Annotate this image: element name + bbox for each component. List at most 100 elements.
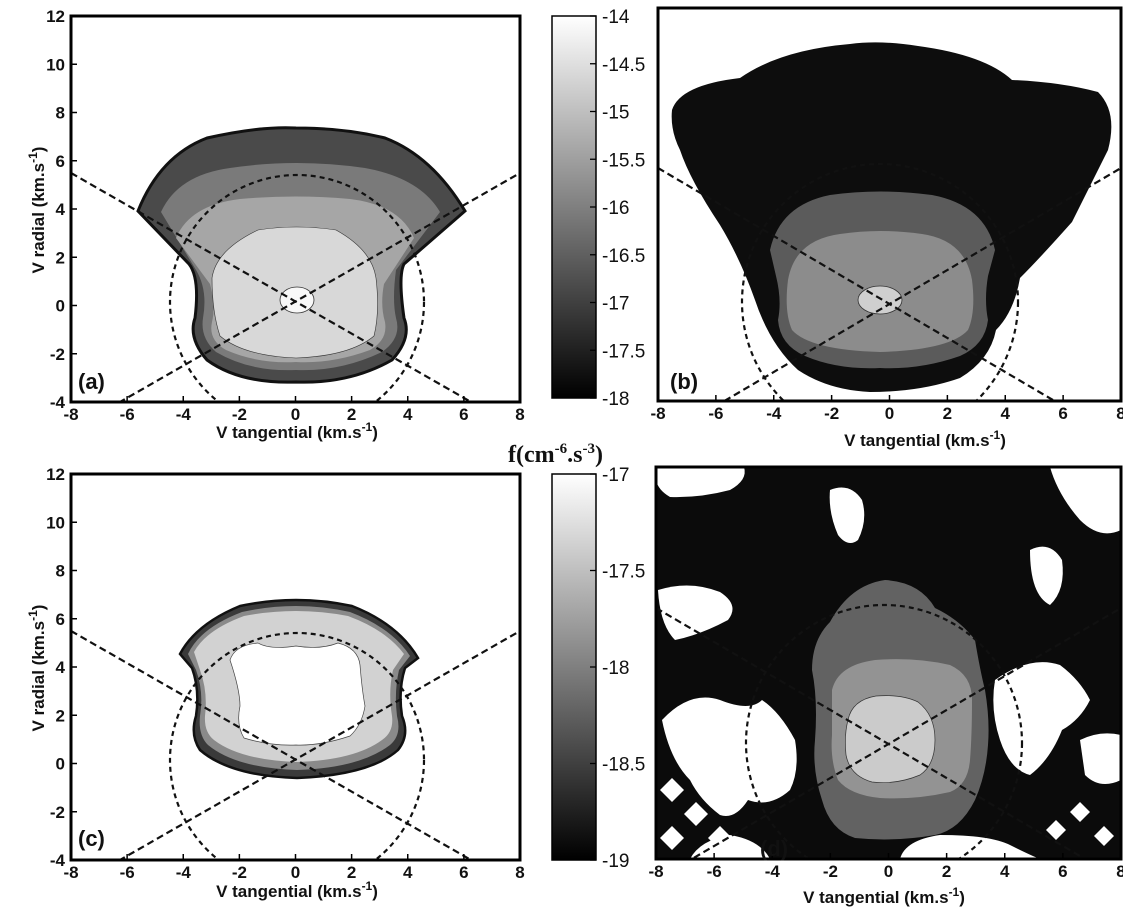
colorbar-tick-labels: -14 -14.5 -15 -15.5 -16 -16.5 -17 -17.5 -18 [590, 7, 645, 410]
colorbar-tick-label: -16.5 [602, 246, 645, 267]
panel-a: -8 -6 -4 -2 0 2 4 6 8 -4 -2 0 2 4 6 8 10 12 V tangential… [26, 7, 525, 442]
x-tick-label: 4 [1001, 404, 1011, 423]
x-tick-label: 6 [459, 863, 468, 882]
gap-region [829, 487, 865, 544]
panel-c: -8 -6 -4 -2 0 2 4 6 8 -4 -2 0 2 4 6 8 10 12 V tangential… [26, 465, 525, 901]
y-tick-label: 12 [46, 7, 65, 26]
x-axis-label: V tangential (km.s-1) [803, 885, 965, 907]
x-tick-label: 2 [347, 405, 356, 424]
colorbar-tick-label: -17 [602, 294, 629, 315]
x-tick-label: 6 [459, 405, 468, 424]
y-tick-label: 12 [46, 465, 65, 484]
x-tick-label: 6 [1058, 404, 1067, 423]
colorbar-tick-labels: -17 -17.5 -18 -18.5 -19 [590, 465, 645, 872]
x-tick-label: -6 [707, 862, 722, 881]
colorbar-tick-label: -14.5 [602, 55, 645, 76]
x-tick-labels: -8 -6 -4 -2 0 2 4 6 8 [63, 854, 525, 882]
dashed-circle [168, 631, 426, 860]
x-tick-labels: -8 -6 -4 -2 0 2 4 6 8 [63, 396, 525, 424]
colorbar-tick-label: -18.5 [602, 755, 645, 776]
gap-region [690, 835, 770, 859]
contour-level-peak [279, 286, 315, 314]
y-tick-label: 4 [56, 658, 66, 677]
gap-region [1050, 467, 1121, 534]
y-tick-label: -2 [50, 345, 65, 364]
x-tick-label: -2 [824, 404, 839, 423]
colorbar-tick-label: -19 [602, 851, 629, 872]
y-tick-label: -4 [50, 851, 66, 870]
y-axis-label: V radial (km.s-1) [26, 605, 48, 732]
x-tick-label: 0 [291, 405, 300, 424]
x-tick-labels: -8 -6 -4 -2 0 2 4 6 8 [650, 395, 1123, 423]
panel-label: (a) [78, 369, 105, 394]
x-axis-label: V tangential (km.s-1) [216, 420, 378, 442]
dashed-line-2 [722, 167, 1121, 401]
x-tick-label: 2 [942, 862, 951, 881]
dashed-line-2 [117, 172, 520, 402]
colorbar-top: -14 -14.5 -15 -15.5 -16 -16.5 -17 -17.5 -18 [551, 7, 645, 410]
gap-region [1080, 733, 1121, 784]
x-tick-label: 2 [347, 863, 356, 882]
x-tick-label: -4 [176, 405, 192, 424]
y-axis-label: V radial (km.s-1) [26, 147, 48, 274]
panel-label: (c) [78, 826, 105, 851]
colorbar-tick-label: -16 [602, 198, 629, 219]
x-tick-label: 0 [291, 863, 300, 882]
colorbar-tick-label: -14 [602, 7, 630, 28]
y-tick-label: 2 [56, 248, 65, 267]
x-tick-label: 8 [515, 405, 524, 424]
colorbar-tick-label: -17.5 [602, 562, 645, 583]
colorbar-gradient [551, 473, 597, 861]
x-tick-label: -6 [120, 405, 135, 424]
x-tick-label: -4 [765, 862, 781, 881]
colorbar-gradient [551, 15, 597, 399]
y-tick-label: 6 [56, 152, 65, 171]
gap-region [656, 467, 745, 498]
y-tick-label: 10 [46, 513, 65, 532]
y-tick-label: -2 [50, 803, 65, 822]
x-tick-label: -6 [708, 404, 723, 423]
gap-region [1030, 546, 1063, 605]
x-tick-label: 2 [943, 404, 952, 423]
y-tick-label: -4 [50, 393, 66, 412]
x-tick-label: -8 [648, 862, 663, 881]
contour-fill [658, 42, 1121, 401]
x-tick-label: 8 [515, 863, 524, 882]
dashed-circle [744, 603, 1024, 859]
x-tick-label: 0 [884, 862, 893, 881]
panel-d: -8 -6 -4 -2 0 2 4 6 8 V tangential (km.s-1) (d) [648, 465, 1123, 907]
y-tick-labels: -4 -2 0 2 4 6 8 10 12 [46, 465, 77, 870]
y-tick-label: 10 [46, 55, 65, 74]
y-tick-label: 0 [56, 755, 65, 774]
x-tick-label: -2 [232, 405, 247, 424]
x-axis-label: V tangential (km.s-1) [844, 428, 1006, 450]
x-tick-label: 8 [1116, 404, 1123, 423]
x-tick-label: -4 [176, 863, 192, 882]
colorbar-unit-label: f(cm-6.s-3) [508, 441, 603, 468]
colorbar-tick-label: -17 [602, 465, 629, 486]
dashed-line-2 [689, 607, 1121, 859]
noise-pattern [660, 778, 1114, 850]
x-tick-label: 4 [1000, 862, 1010, 881]
dashed-circle [168, 173, 426, 402]
colorbar-tick-label: -17.5 [602, 341, 645, 362]
colorbar-tick-label: -15.5 [602, 150, 645, 171]
colorbar-tick-label: -18 [602, 389, 629, 410]
x-axis-label: V tangential (km.s-1) [216, 879, 378, 901]
gap-region [993, 662, 1090, 775]
colorbar-tick-label: -18 [602, 658, 629, 679]
y-tick-label: 4 [56, 200, 66, 219]
y-tick-label: 6 [56, 610, 65, 629]
y-tick-labels: -4 -2 0 2 4 6 8 10 12 [46, 7, 77, 412]
x-tick-labels: -8 -6 -4 -2 0 2 4 6 8 [648, 853, 1123, 881]
y-tick-label: 8 [56, 104, 65, 123]
panel-label: (d) [760, 836, 788, 861]
x-tick-label: -6 [120, 863, 135, 882]
x-tick-label: 6 [1058, 862, 1067, 881]
x-tick-label: 4 [403, 863, 413, 882]
dashed-line-2 [117, 630, 520, 860]
panel-label: (b) [670, 369, 698, 394]
x-tick-label: -8 [63, 405, 78, 424]
x-tick-label: -2 [823, 862, 838, 881]
